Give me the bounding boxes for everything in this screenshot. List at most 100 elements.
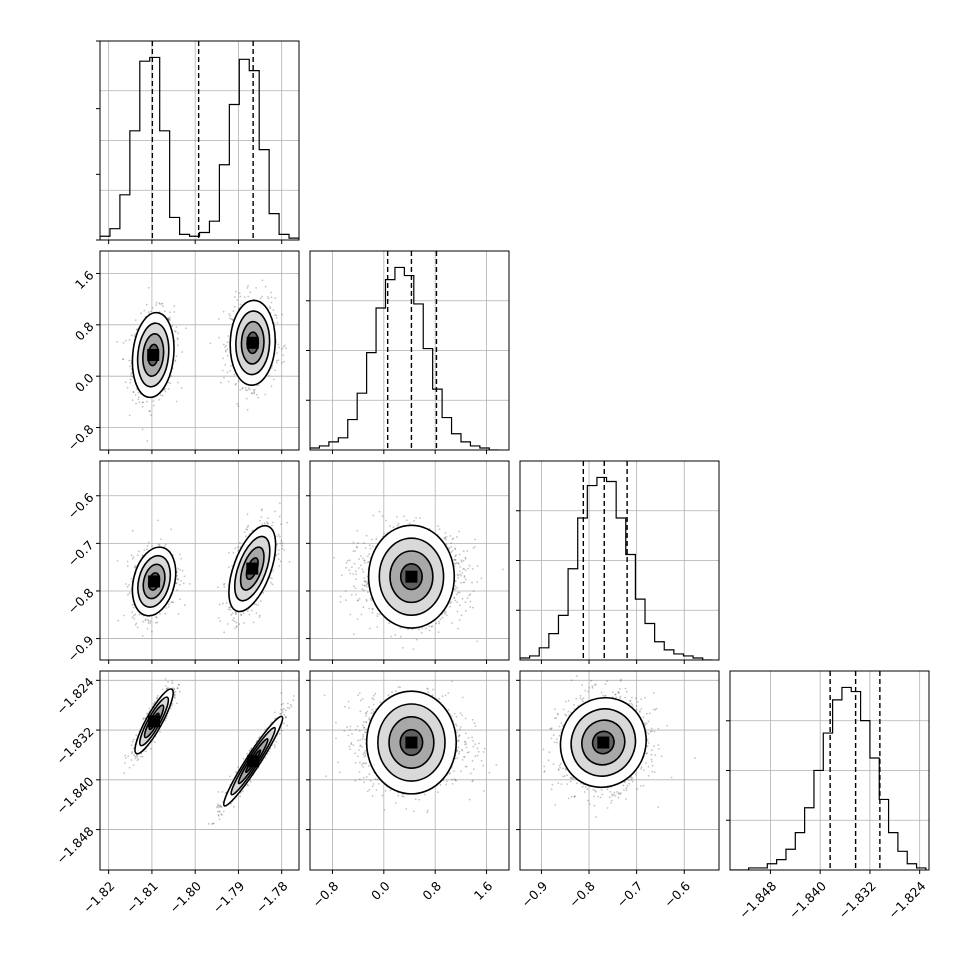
scatter-point: [218, 318, 220, 320]
scatter-point: [242, 612, 245, 614]
scatter-point: [502, 568, 504, 571]
scatter-point: [174, 330, 177, 333]
scatter-point: [223, 377, 225, 379]
scatter-point: [134, 613, 137, 616]
scatter-point: [235, 290, 237, 293]
scatter-point: [357, 542, 359, 544]
scatter-point: [476, 581, 479, 583]
scatter-point: [132, 738, 135, 741]
scatter-point: [453, 562, 456, 565]
scatter-point: [124, 381, 127, 384]
scatter-point: [131, 529, 134, 532]
scatter-point: [399, 635, 402, 638]
scatter-point: [365, 600, 368, 602]
scatter-point: [457, 627, 459, 630]
scatter-point: [349, 613, 352, 616]
scatter-point: [469, 600, 472, 603]
scatter-point: [449, 605, 451, 608]
scatter-point: [454, 562, 457, 565]
scatter-point: [173, 305, 176, 307]
scatter-point: [164, 543, 167, 546]
scatter-point: [455, 593, 458, 596]
scatter-point: [437, 525, 439, 527]
scatter-point: [233, 296, 236, 298]
scatter-point: [468, 564, 471, 567]
scatter-point: [175, 326, 178, 328]
scatter-point: [257, 384, 260, 387]
scatter-point: [344, 590, 347, 592]
scatter-point: [354, 570, 357, 573]
scatter-point: [272, 521, 274, 524]
scatter-point: [126, 560, 129, 563]
scatter-point: [144, 619, 147, 622]
panel-frame: [99, 40, 300, 241]
scatter-point: [136, 626, 139, 629]
scatter-point: [241, 386, 244, 389]
scatter-point: [276, 535, 278, 538]
scatter-point: [355, 573, 357, 576]
scatter-point: [148, 410, 151, 413]
scatter-point: [222, 357, 224, 360]
scatter-point: [155, 304, 158, 307]
scatter-point: [457, 562, 460, 564]
scatter-point: [183, 575, 186, 578]
scatter-point: [459, 566, 461, 568]
scatter-point: [175, 355, 178, 357]
scatter-point: [261, 523, 263, 526]
scatter-point: [158, 544, 161, 546]
scatter-point: [233, 373, 236, 376]
scatter-point: [264, 393, 267, 396]
scatter-point: [480, 577, 483, 580]
scatter-point: [130, 334, 133, 337]
scatter-point: [428, 625, 431, 628]
scatter-point: [350, 593, 353, 596]
scatter-point: [365, 598, 368, 601]
scatter-point: [153, 404, 155, 407]
scatter-point: [152, 400, 155, 402]
scatter-point: [247, 524, 250, 527]
scatter-point: [444, 532, 447, 534]
scatter-point: [456, 561, 458, 564]
scatter-point: [231, 612, 234, 614]
scatter-point: [259, 297, 262, 300]
scatter-point: [157, 543, 160, 546]
scatter-point: [363, 584, 366, 587]
scatter-point: [253, 390, 256, 393]
scatter-point: [249, 291, 252, 294]
scatter-point: [270, 301, 273, 304]
scatter-point: [162, 305, 165, 307]
scatter-point: [155, 615, 157, 618]
scatter-point: [173, 311, 176, 313]
scatter-point: [362, 606, 365, 609]
scatter-point: [268, 374, 271, 377]
scatter-point: [274, 297, 277, 299]
scatter-point: [371, 538, 373, 541]
scatter-point: [392, 526, 395, 528]
scatter-point: [444, 612, 446, 615]
scatter-point: [368, 607, 371, 610]
scatter-point: [250, 392, 253, 395]
scatter-point: [454, 548, 457, 551]
scatter-point: [270, 296, 273, 299]
scatter-point: [147, 619, 150, 622]
scatter-point: [234, 627, 236, 630]
scatter-point: [181, 569, 184, 572]
scatter-point: [415, 517, 417, 519]
scatter-point: [239, 389, 242, 391]
scatter-point: [147, 541, 150, 544]
scatter-point: [378, 613, 381, 616]
scatter-point: [246, 389, 249, 392]
scatter-point: [460, 614, 463, 617]
scatter-point: [132, 391, 135, 393]
scatter-point: [397, 522, 400, 525]
scatter-point: [345, 561, 348, 564]
scatter-point: [169, 382, 172, 385]
scatter-point: [275, 361, 278, 364]
scatter-point: [463, 575, 466, 577]
scatter-point: [235, 625, 238, 628]
scatter-point: [137, 392, 140, 394]
scatter-point: [163, 388, 166, 391]
scatter-point: [419, 517, 421, 519]
scatter-point: [223, 631, 226, 634]
scatter-point: [369, 597, 372, 600]
